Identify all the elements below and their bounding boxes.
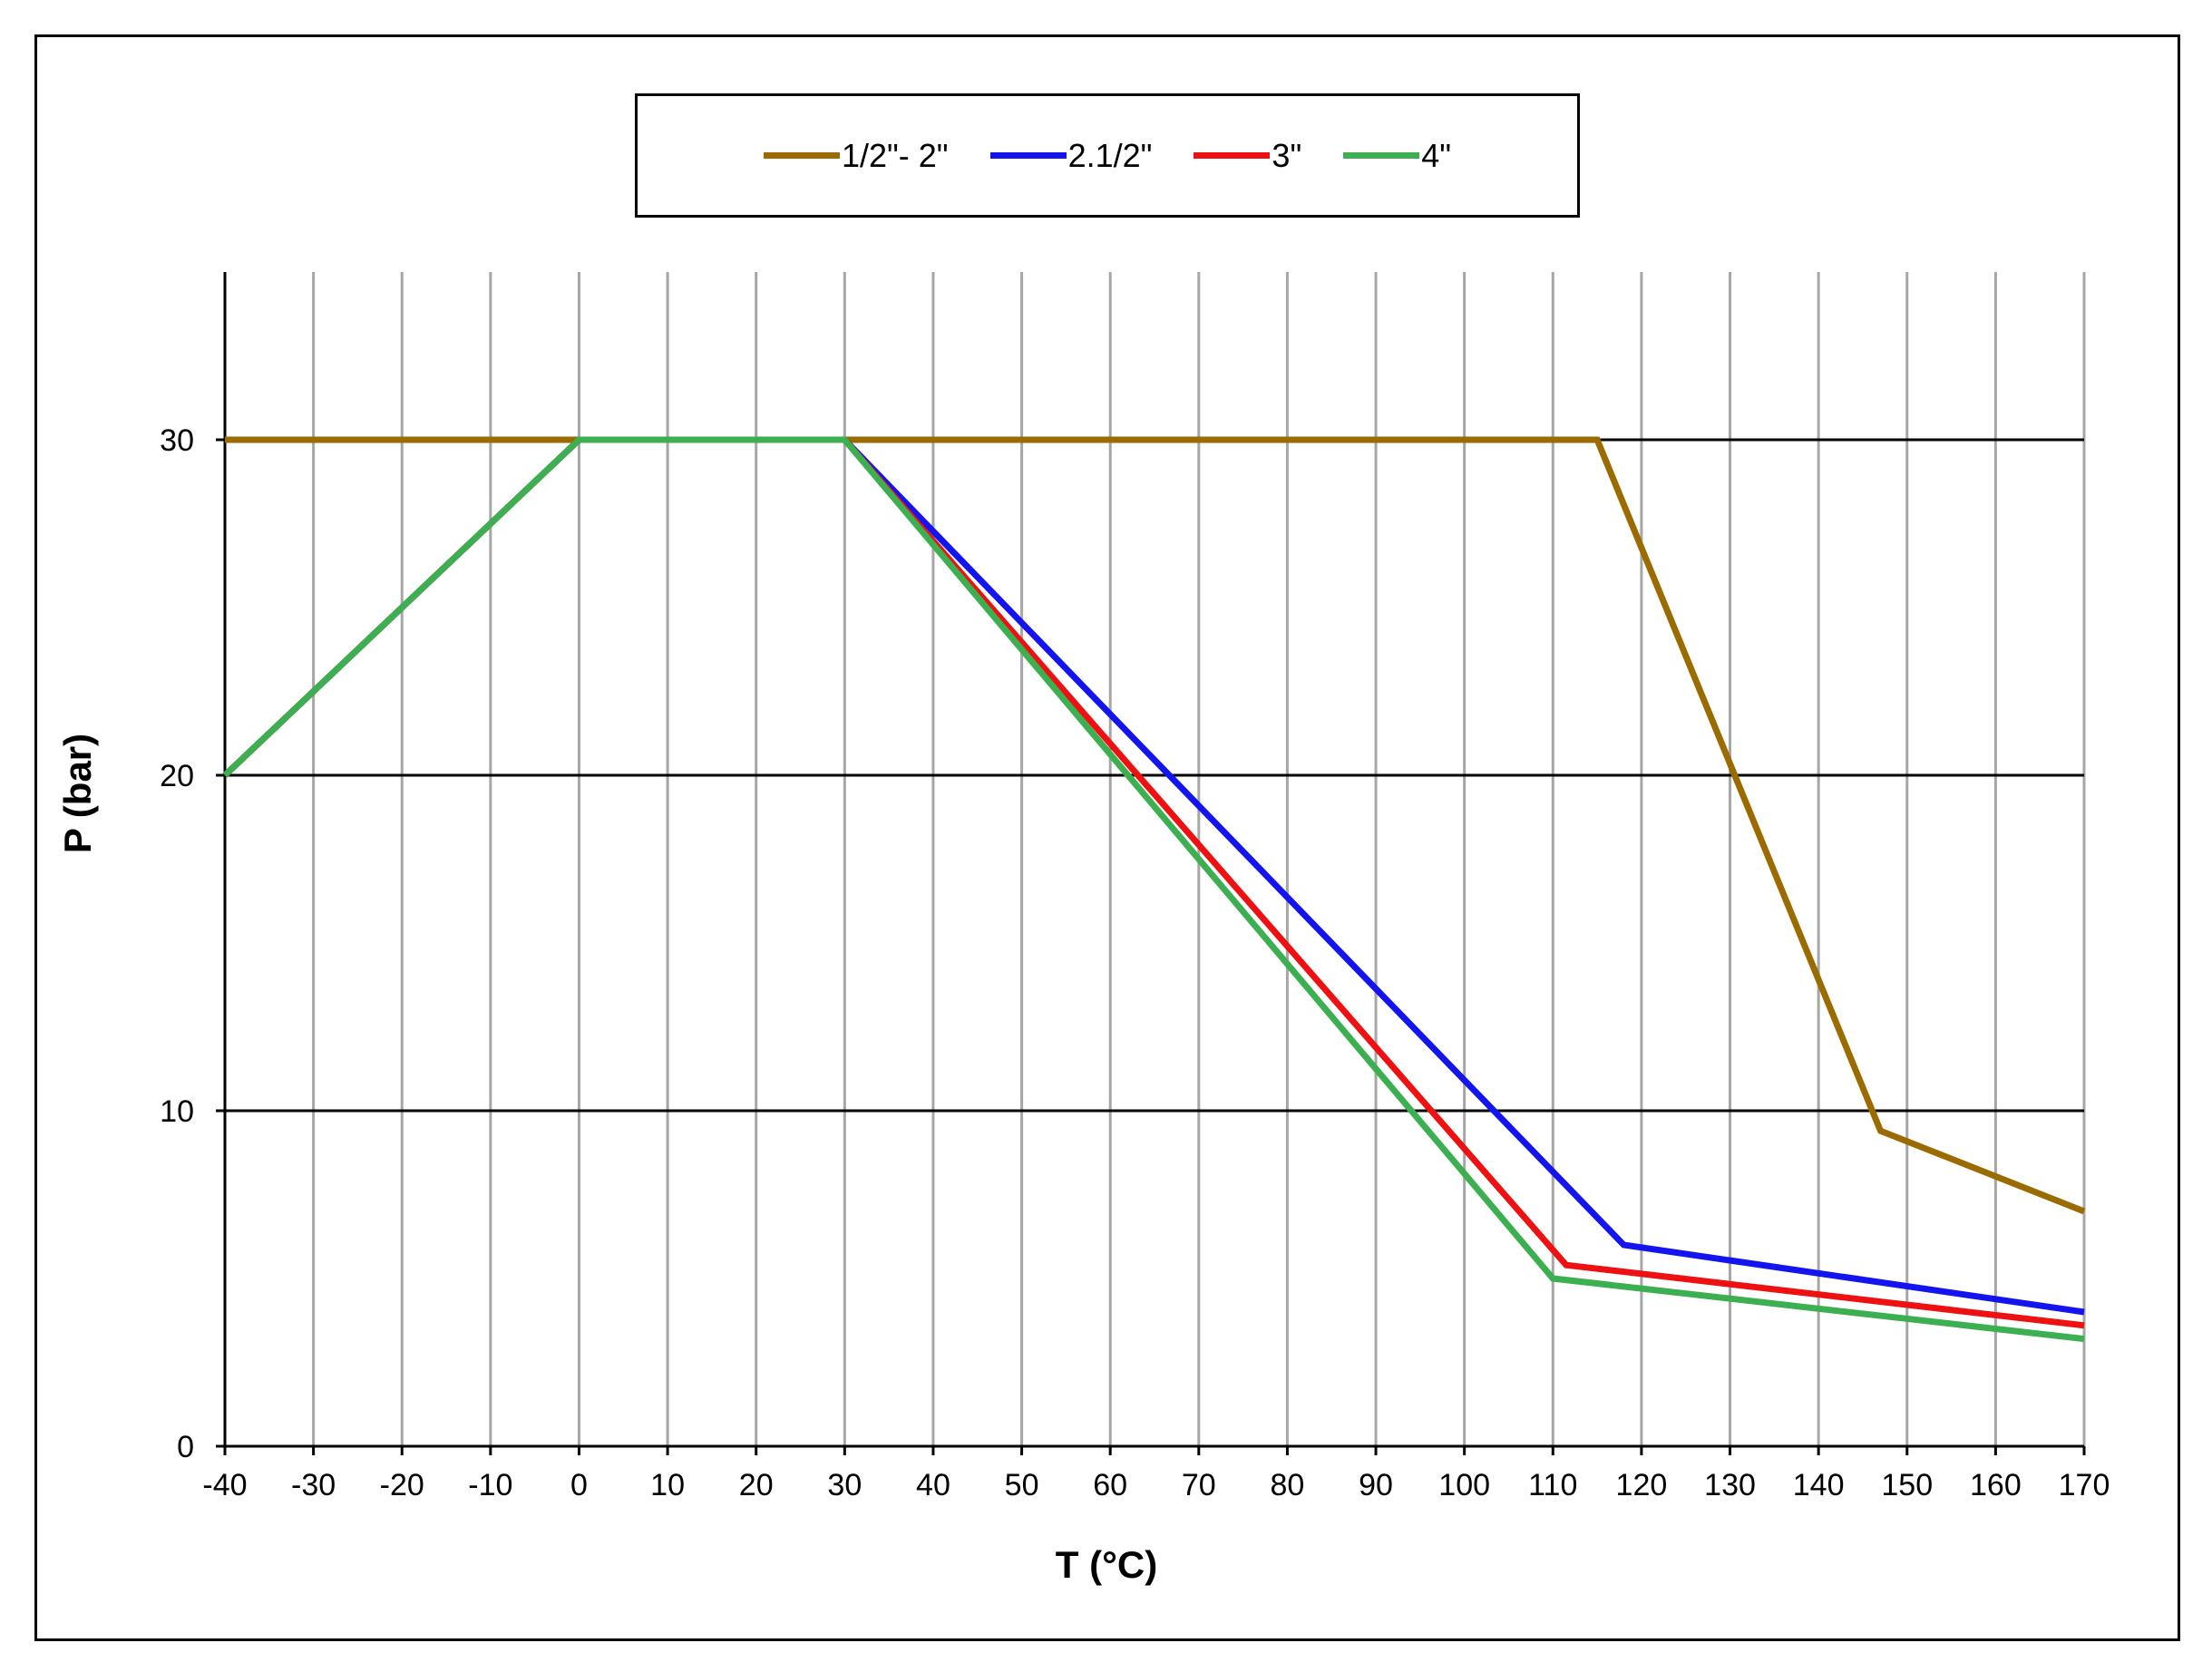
x-tick-label: 80 (1271, 1468, 1305, 1502)
legend-item: 4" (1343, 137, 1451, 175)
x-tick-label: 100 (1438, 1468, 1490, 1502)
x-tick-label: 60 (1093, 1468, 1127, 1502)
y-tick-labels: 0 10 20 30 (160, 423, 194, 1464)
x-tick-label: 170 (2059, 1468, 2110, 1502)
legend-item: 1/2"- 2" (763, 136, 949, 175)
x-tick-label: 50 (1005, 1468, 1039, 1502)
legend-label: 1/2"- 2" (841, 136, 949, 174)
x-tick-label: -20 (380, 1468, 424, 1502)
y-tick-label: 10 (160, 1094, 194, 1129)
x-tick-label: 130 (1704, 1468, 1756, 1502)
x-tick-label: 20 (739, 1468, 774, 1502)
x-tick-label: 0 (570, 1468, 588, 1502)
x-tick-label: 150 (1881, 1468, 1933, 1502)
x-tick-label: -30 (291, 1468, 336, 1502)
y-tick-label: 30 (160, 423, 194, 458)
legend-swatch (1194, 152, 1271, 159)
x-tick-label: -10 (468, 1468, 512, 1502)
legend-label: 2.1/2" (1067, 136, 1153, 174)
vertical-grid (312, 272, 2086, 1446)
x-tick-label: 30 (827, 1468, 862, 1502)
x-tick-label: 140 (1793, 1468, 1845, 1502)
series-line-1 (225, 436, 2086, 1215)
legend-label: 3" (1272, 136, 1302, 174)
x-tick-label: 90 (1359, 1468, 1393, 1502)
x-axis-title: T (°C) (1056, 1543, 1157, 1586)
x-tick-label: 40 (916, 1468, 950, 1502)
series-line-3 (222, 436, 2085, 1329)
chart-frame (34, 34, 2180, 1641)
y-tick-label: 20 (160, 759, 194, 793)
series-line-2 (222, 436, 2085, 1316)
legend-label: 4" (1421, 136, 1452, 174)
x-tick-label: 10 (650, 1468, 685, 1502)
legend-swatch (989, 152, 1067, 159)
legend-swatch (1343, 152, 1420, 159)
legend: 1/2"- 2" 2.1/2" 3" 4" (635, 93, 1580, 218)
x-tick-label: 120 (1616, 1468, 1668, 1502)
axes (216, 272, 2086, 1455)
y-tick-label: 0 (177, 1430, 194, 1464)
x-tick-label: 70 (1182, 1468, 1216, 1502)
x-tick-labels: -40 -30 -20 -10 0 10 20 30 40 50 60 70 80 90 100 110 120… (202, 1468, 2110, 1502)
legend-item: 2.1/2" (989, 136, 1153, 175)
x-tick-label: 110 (1528, 1468, 1577, 1502)
horizontal-grid (216, 438, 2084, 1113)
x-tick-label: 160 (1970, 1468, 2022, 1502)
y-axis-title: P (bar) (56, 734, 99, 853)
series-layer (222, 436, 2086, 1343)
series-line-4 (222, 436, 2085, 1343)
legend-item: 3" (1194, 137, 1301, 175)
x-tick-label: -40 (202, 1468, 247, 1502)
legend-swatch (763, 152, 840, 159)
